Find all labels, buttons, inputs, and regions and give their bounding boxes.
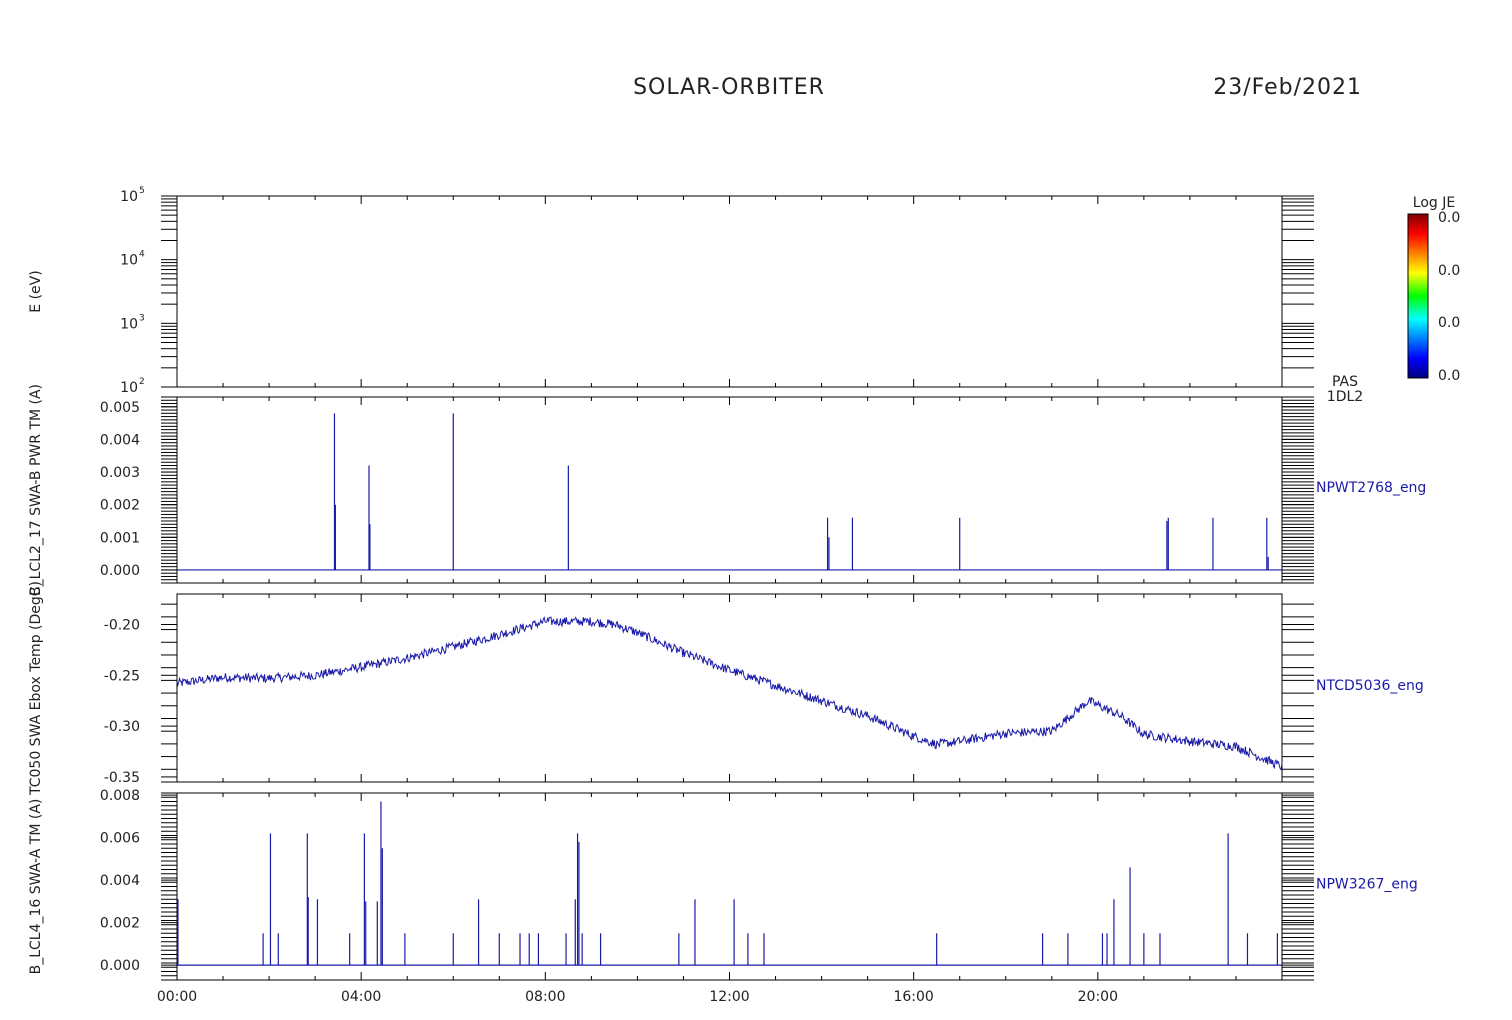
y-tick-label: 0.000 — [100, 958, 140, 974]
colorbar-label-2: 0.0 — [1438, 263, 1460, 279]
y-tick-label: 0.001 — [100, 530, 140, 546]
panel-2: 0.005 0.004 0.003 0.002 0.001 0.000 B_LCL2_17 … — [28, 384, 1426, 596]
y-tick-label-exp: 3 — [139, 313, 145, 323]
x-tick-label: 00:00 — [157, 989, 197, 1005]
y-tick-label: 0.004 — [100, 432, 140, 448]
y-tick-label-exp: 5 — [139, 186, 145, 196]
panel-3: -0.20 -0.25 -0.30 -0.35 TC050 SWA Ebox Temp … — [28, 581, 1424, 796]
panel-1-frame — [176, 195, 1283, 388]
y-axis-label: B_LCL4_16 SWA-A TM (A) — [28, 799, 44, 975]
y-tick-label-exp: 2 — [139, 377, 145, 387]
y-tick-label: 0.005 — [100, 400, 140, 416]
panel-right-label: 1DL2 — [1327, 389, 1363, 405]
series-name-label: NTCD5036_eng — [1316, 678, 1424, 694]
x-tick-label: 04:00 — [341, 989, 381, 1005]
y-tick-label: 0.006 — [100, 831, 140, 847]
y-tick-label: 0.000 — [100, 563, 140, 579]
colorbar-title: Log JE — [1413, 195, 1455, 211]
temperature-line — [176, 616, 1283, 771]
y-tick-label: 0.004 — [100, 873, 140, 889]
date-label: 23/Feb/2021 — [1213, 75, 1362, 100]
y-tick-label: 0.008 — [100, 788, 140, 804]
panel-2-frame — [176, 396, 1283, 584]
y-tick-label-base: 10 — [120, 316, 138, 332]
panel-4: 0.008 0.006 0.004 0.002 0.000 B_LCL4_16 SWA-A… — [28, 788, 1418, 1005]
panel-right-label: PAS — [1332, 374, 1358, 390]
y-tick-label: -0.35 — [104, 770, 140, 786]
y-tick-label-base: 10 — [120, 253, 138, 269]
y-axis-label: B_LCL2_17 SWA-B PWR TM (A) — [28, 384, 44, 596]
colorbar-label-1: 0.0 — [1438, 210, 1460, 226]
colorbar-label-3: 0.0 — [1438, 315, 1460, 331]
y-tick-label: -0.25 — [104, 668, 140, 684]
colorbar-gradient — [1407, 213, 1429, 379]
y-tick-label: 10 4 — [120, 250, 145, 269]
y-tick-label-exp: 4 — [139, 250, 145, 260]
series-name-label: NPW3267_eng — [1316, 877, 1418, 893]
y-tick-label-base: 10 — [120, 189, 138, 205]
x-tick-label: 12:00 — [709, 989, 749, 1005]
x-tick-label: 20:00 — [1078, 989, 1118, 1005]
series-name-label: NPWT2768_eng — [1316, 480, 1426, 496]
y-tick-label: 0.002 — [100, 916, 140, 932]
y-tick-label: 0.002 — [100, 498, 140, 514]
y-tick-label: 10 2 — [120, 377, 145, 396]
panel-3-frame — [176, 593, 1283, 783]
y-axis-label: TC050 SWA Ebox Temp (DegC) — [28, 581, 44, 796]
y-tick-label-base: 10 — [120, 380, 138, 396]
main-title: SOLAR-ORBITER — [633, 75, 825, 100]
colorbar: Log JE 0.0 0.0 0.0 0.0 — [1407, 195, 1460, 384]
y-tick-label: 10 3 — [120, 313, 145, 332]
y-tick-label: 0.003 — [100, 465, 140, 481]
y-tick-label: 10 5 — [120, 186, 145, 205]
y-axis-label: E (eV) — [28, 270, 44, 312]
y-tick-label: -0.30 — [104, 719, 140, 735]
x-tick-label: 16:00 — [893, 989, 933, 1005]
colorbar-label-4: 0.0 — [1438, 368, 1460, 384]
panel-4-frame — [176, 792, 1283, 981]
y-tick-label: -0.20 — [104, 617, 140, 633]
x-tick-label: 08:00 — [525, 989, 565, 1005]
